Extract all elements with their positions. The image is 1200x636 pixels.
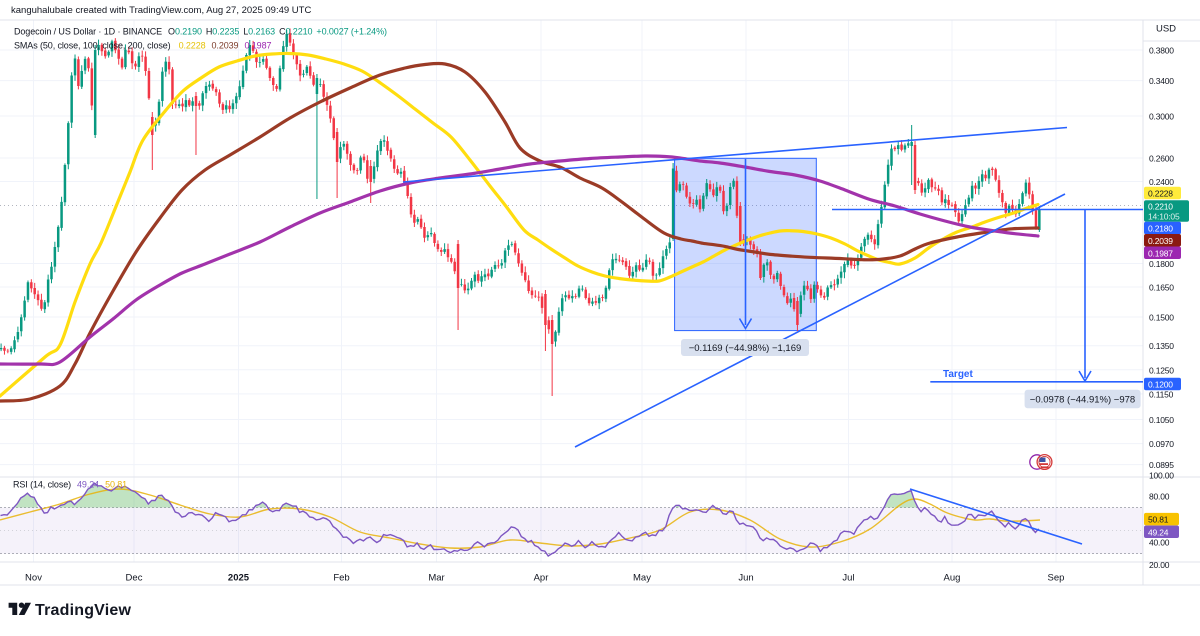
svg-text:80.00: 80.00 (1149, 492, 1170, 502)
svg-text:0.1987: 0.1987 (1148, 248, 1173, 258)
svg-text:40.00: 40.00 (1149, 538, 1170, 548)
svg-text:20.00: 20.00 (1149, 560, 1170, 570)
svg-text:0.2210: 0.2210 (1148, 202, 1173, 212)
svg-text:SMAs (50, close, 100, close, 2: SMAs (50, close, 100, close, 200, close)… (14, 41, 271, 51)
svg-text:Dec: Dec (126, 573, 143, 584)
svg-text:0.2039: 0.2039 (1148, 236, 1173, 246)
svg-text:0.3800: 0.3800 (1149, 46, 1174, 56)
svg-text:May: May (633, 573, 651, 584)
svg-text:Jul: Jul (842, 573, 854, 584)
svg-text:Dogecoin / US Dollar · 1D · BI: Dogecoin / US Dollar · 1D · BINANCE O0.21… (14, 27, 387, 37)
svg-text:Target: Target (943, 369, 973, 380)
svg-text:Nov: Nov (25, 573, 42, 584)
svg-text:0.1250: 0.1250 (1149, 365, 1174, 375)
svg-text:0.1050: 0.1050 (1149, 415, 1174, 425)
svg-text:49.24: 49.24 (1148, 527, 1169, 537)
svg-text:Feb: Feb (333, 573, 349, 584)
svg-text:USD: USD (1156, 24, 1176, 35)
svg-text:0.1350: 0.1350 (1149, 341, 1174, 351)
svg-text:TradingView: TradingView (35, 602, 132, 619)
svg-text:0.1150: 0.1150 (1149, 389, 1174, 399)
svg-text:Sep: Sep (1048, 573, 1065, 584)
svg-text:0.1800: 0.1800 (1149, 259, 1174, 269)
svg-text:0.3400: 0.3400 (1149, 76, 1174, 86)
svg-text:0.3000: 0.3000 (1149, 112, 1174, 122)
svg-text:0.1500: 0.1500 (1149, 313, 1174, 323)
svg-text:50.81: 50.81 (1148, 515, 1169, 525)
svg-text:0.2228: 0.2228 (1148, 189, 1173, 199)
svg-text:0.0970: 0.0970 (1149, 439, 1174, 449)
svg-text:Aug: Aug (944, 573, 961, 584)
svg-text:−0.0978 (−44.91%) −978: −0.0978 (−44.91%) −978 (1030, 395, 1135, 406)
svg-text:0.1650: 0.1650 (1149, 283, 1174, 293)
svg-text:0.0895: 0.0895 (1149, 460, 1174, 470)
svg-text:−0.1169 (−44.98%) −1,169: −0.1169 (−44.98%) −1,169 (689, 343, 802, 354)
svg-text:0.2600: 0.2600 (1149, 154, 1174, 164)
svg-text:Mar: Mar (428, 573, 444, 584)
svg-text:kanguhalubale created with Tra: kanguhalubale created with TradingView.c… (11, 5, 311, 16)
svg-text:14:10:05: 14:10:05 (1148, 212, 1180, 222)
svg-text:2025: 2025 (228, 573, 250, 584)
svg-text:0.1200: 0.1200 (1148, 380, 1173, 390)
svg-text:0.2400: 0.2400 (1149, 177, 1174, 187)
svg-text:Jun: Jun (738, 573, 753, 584)
svg-text:0.2180: 0.2180 (1148, 224, 1173, 234)
svg-text:Apr: Apr (534, 573, 549, 584)
svg-text:100.00: 100.00 (1149, 470, 1174, 480)
